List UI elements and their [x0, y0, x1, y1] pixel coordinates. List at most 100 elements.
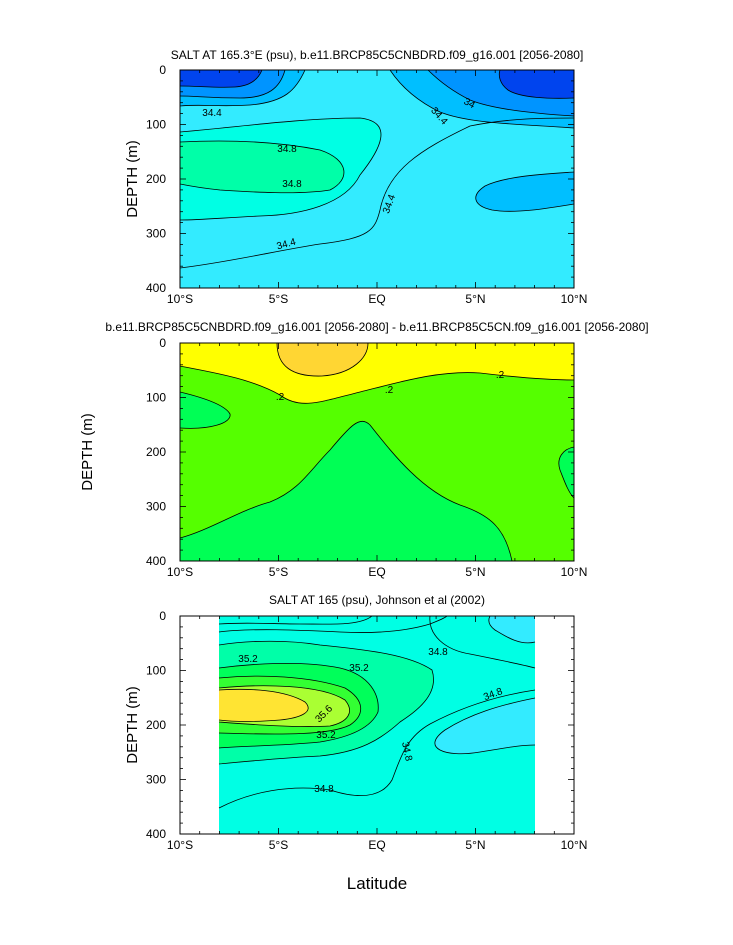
panel-1-axes: 10°S 5°S EQ 5°N 10°N 0 100 200 300 400	[146, 63, 587, 306]
x-tick-label: 5°N	[465, 292, 485, 306]
p2-fill-west-tongue	[180, 392, 231, 429]
p3-line-34-8-deep	[218, 689, 536, 809]
p1-line-344-deep	[180, 117, 574, 269]
p3-line-east-surface	[488, 616, 536, 644]
p1-contour-label: 34.4	[276, 237, 298, 253]
panel-2-contour-lines	[180, 343, 574, 561]
p2-line-06	[276, 343, 369, 377]
x-tick-label: 10°N	[561, 838, 588, 852]
p1-contour-label: 34.8	[282, 179, 302, 190]
panel-2-ylabel: DEPTH (m)	[79, 413, 96, 491]
y-tick-label: 0	[159, 63, 166, 77]
panel-3-axes: 10°S 5°S EQ 5°N 10°N 0 100 200 300 400	[146, 609, 587, 852]
x-tick-label: EQ	[368, 565, 385, 579]
p3-line-35-2	[218, 662, 379, 749]
x-tick-label: 10°S	[167, 292, 193, 306]
p3-contour-label: 34.8	[314, 784, 334, 795]
p3-line-35-6	[218, 685, 350, 727]
p3-contour-label: 34.8	[428, 647, 448, 658]
p1-line-west-3	[180, 70, 263, 88]
panel-1-title: SALT AT 165.3°E (psu), b.e11.BRCP85C5CNB…	[171, 48, 584, 62]
panel-2: b.e11.BRCP85C5CNBDRD.f09_g16.001 [2056-2…	[79, 320, 649, 579]
x-tick-label: 10°N	[561, 292, 588, 306]
p1-contour-label: 34.8	[277, 144, 297, 155]
p3-fill-east-surface	[488, 616, 535, 643]
p1-line-tongue-348	[180, 117, 382, 221]
y-tick-label: 400	[146, 281, 166, 295]
p3-line-east-mid	[429, 616, 536, 669]
p1-line-west-1	[180, 70, 306, 107]
p1-fill-west-surface-3	[180, 70, 262, 88]
p3-contour-label: 35.2	[238, 654, 258, 665]
panel-3-ylabel: DEPTH (m)	[124, 686, 141, 764]
p1-contour-label: 34	[462, 96, 477, 111]
p3-fill-35-8	[219, 689, 309, 722]
p2-contour-label: .2	[496, 370, 505, 381]
p2-contour-label: .2	[276, 392, 285, 403]
p3-contour-label: 35.2	[349, 663, 369, 674]
y-tick-label: 0	[159, 609, 166, 623]
panel-1: SALT AT 165.3°E (psu), b.e11.BRCP85C5CNB…	[124, 48, 587, 306]
y-tick-label: 0	[159, 336, 166, 350]
x-tick-label: 5°S	[269, 292, 288, 306]
p1-line-west-2	[180, 70, 286, 99]
x-axis-label: Latitude	[347, 874, 408, 893]
p1-contour-label: 34.4	[202, 108, 222, 119]
x-tick-label: 5°S	[269, 565, 288, 579]
p3-contour-label: 34.8	[399, 741, 414, 763]
p1-fill-east-deep	[475, 172, 574, 212]
p3-contour-label: 35.2	[316, 730, 336, 741]
y-tick-label: 200	[146, 718, 166, 732]
p2-fill-surface-06	[277, 343, 368, 377]
p2-line-04	[180, 365, 574, 404]
x-tick-label: 10°N	[561, 565, 588, 579]
x-tick-label: EQ	[368, 292, 385, 306]
y-tick-label: 200	[146, 445, 166, 459]
p2-line-east-deep	[558, 446, 574, 499]
p2-fill-surface-04	[180, 343, 574, 404]
p3-line-35-8	[218, 688, 309, 722]
p2-line-deep	[180, 420, 513, 561]
p3-fill-east-deep	[434, 698, 535, 754]
p1-line-east-1	[389, 70, 574, 129]
panel-3: SALT AT 165 (psu), Johnson et al (2002)	[124, 593, 587, 852]
x-tick-label: 5°N	[465, 838, 485, 852]
p3-line-surface-1	[218, 616, 448, 633]
p1-line-east-2	[427, 70, 574, 117]
p1-fill-east-surface-3	[499, 70, 574, 99]
p2-fill-deep	[180, 421, 512, 561]
y-tick-label: 200	[146, 172, 166, 186]
panel-3-contour-lines	[218, 616, 536, 809]
panel-2-title: b.e11.BRCP85C5CNBDRD.f09_g16.001 [2056-2…	[105, 320, 648, 334]
y-tick-label: 300	[146, 773, 166, 787]
panel-1-contour-lines	[180, 70, 574, 269]
y-tick-label: 400	[146, 827, 166, 841]
panel-3-title: SALT AT 165 (psu), Johnson et al (2002)	[269, 593, 485, 607]
panel-2-axes: 10°S 5°S EQ 5°N 10°N 0 100 200 300 400	[146, 336, 587, 579]
p1-line-tongue-35	[180, 140, 345, 194]
y-tick-label: 100	[146, 118, 166, 132]
x-tick-label: 5°N	[465, 565, 485, 579]
y-tick-label: 100	[146, 664, 166, 678]
y-tick-label: 300	[146, 500, 166, 514]
panel-2-contour-fill	[180, 343, 574, 561]
panel-1-ylabel: DEPTH (m)	[124, 140, 141, 218]
y-tick-label: 400	[146, 554, 166, 568]
p3-line-35-4	[218, 675, 362, 735]
x-tick-label: EQ	[368, 838, 385, 852]
p1-line-east-3	[498, 70, 574, 99]
p3-line-east-deep	[434, 697, 536, 755]
p2-fill-east-deep	[558, 447, 574, 498]
panel-2-contour-labels: .2 .2 .2	[276, 370, 505, 403]
y-tick-label: 300	[146, 227, 166, 241]
panel-3-contour-labels: 35.2 35.2 34.8 35.6 35.2 34.8 34.8 34.8	[238, 647, 504, 795]
p1-fill-tongue-35	[180, 140, 344, 193]
y-tick-label: 100	[146, 391, 166, 405]
panel-1-contour-fill	[180, 70, 574, 288]
p3-line-surface-2	[218, 616, 373, 625]
p3-line-35-0	[218, 640, 434, 765]
p1-line-east-deep	[475, 171, 574, 212]
x-tick-label: 5°S	[269, 838, 288, 852]
p2-line-west-tongue	[180, 391, 231, 429]
